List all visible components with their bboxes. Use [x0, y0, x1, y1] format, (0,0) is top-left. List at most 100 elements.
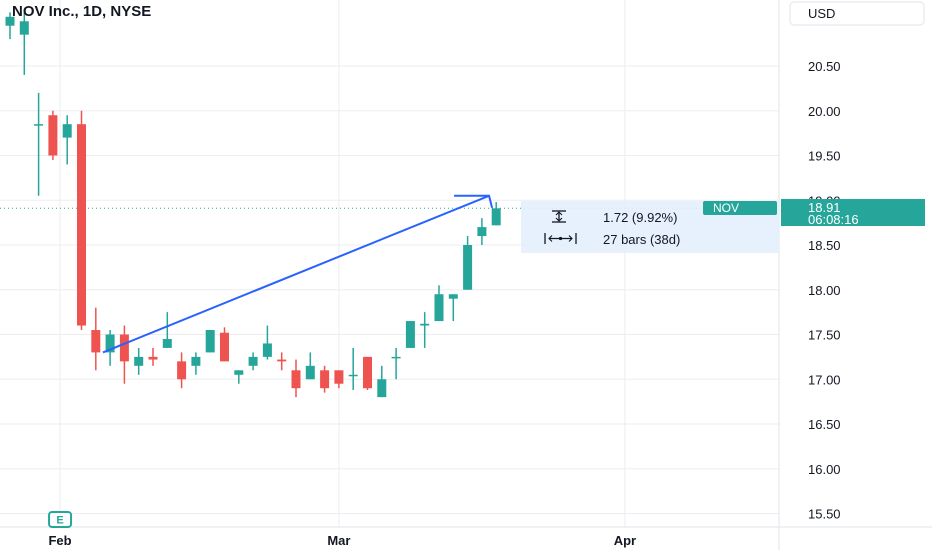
time-tick-label: Feb	[48, 533, 71, 548]
candle	[391, 347, 401, 380]
bar-countdown: 06:08:16	[808, 212, 859, 227]
candle	[119, 325, 129, 384]
candle	[48, 110, 58, 160]
candle-body	[119, 334, 129, 362]
candle	[220, 327, 229, 362]
candle	[205, 330, 215, 353]
candle-body	[477, 227, 487, 237]
candle-body	[334, 370, 344, 384]
price-axis[interactable]: 15.5016.0016.5017.0017.5018.0018.5019.00…	[808, 59, 841, 522]
candle	[277, 352, 287, 371]
candle	[320, 365, 330, 393]
price-tick-label: 18.50	[808, 238, 841, 253]
price-tick-label: 20.00	[808, 104, 841, 119]
candle	[191, 352, 201, 375]
last-price-axis-label: 18.91 06:08:16	[781, 199, 925, 227]
candle	[420, 312, 430, 348]
candle	[405, 321, 415, 348]
measure-range: 27 bars (38d)	[603, 232, 680, 247]
price-tick-label: 19.50	[808, 149, 841, 164]
candle-body	[491, 208, 501, 226]
candle-body	[177, 361, 187, 380]
time-tick-label: Apr	[614, 533, 636, 548]
candle-body	[377, 379, 387, 398]
measure-line[interactable]	[102, 194, 490, 354]
candle-body	[234, 370, 244, 375]
candle-body	[5, 16, 15, 26]
currency-label: USD	[808, 6, 835, 21]
earnings-icon: E	[56, 515, 63, 527]
candle	[148, 347, 158, 366]
candle	[305, 352, 315, 380]
candle-body	[363, 356, 372, 389]
price-tick-label: 20.50	[808, 59, 841, 74]
horizontal-range-icon	[544, 233, 577, 244]
candle	[162, 312, 172, 348]
candle-body	[391, 356, 401, 359]
earnings-marker[interactable]: E	[48, 511, 73, 528]
candle	[177, 352, 187, 389]
candle	[234, 370, 244, 384]
candle	[491, 202, 501, 226]
candle	[248, 352, 258, 371]
currency-button[interactable]: USD	[789, 1, 925, 26]
grid	[0, 0, 779, 527]
candle	[377, 365, 387, 398]
price-tick-label: 17.50	[808, 328, 841, 343]
price-tick-label: 18.00	[808, 283, 841, 298]
candle-body	[305, 365, 315, 380]
candle	[62, 115, 72, 165]
candle-body	[62, 124, 72, 138]
measure-tool[interactable]	[102, 194, 494, 354]
candle-body	[105, 334, 115, 353]
candle-body	[162, 338, 172, 348]
candle	[19, 12, 29, 75]
candle-body	[191, 356, 201, 366]
candle	[463, 236, 473, 290]
candle-body	[262, 343, 272, 357]
candle	[477, 218, 487, 245]
candle	[334, 370, 344, 389]
candle-body	[91, 330, 101, 353]
candle-body	[48, 115, 58, 156]
symbol-title[interactable]: NOV Inc., 1D, NYSE	[12, 3, 151, 20]
candle-body	[434, 294, 444, 322]
candle-body	[34, 124, 44, 126]
candle	[448, 294, 458, 322]
candle	[77, 110, 86, 331]
candle-body	[220, 332, 229, 362]
candle-body	[134, 356, 144, 366]
time-axis[interactable]: Feb Mar Apr	[48, 533, 636, 548]
price-tick-label: 16.00	[808, 462, 841, 477]
candle-body	[448, 294, 458, 299]
candle	[363, 356, 372, 390]
candle-body	[463, 245, 473, 290]
ticker-price-label: NOV	[703, 201, 777, 215]
candle	[5, 12, 15, 40]
price-tick-label: 17.00	[808, 372, 841, 387]
candle-body	[248, 356, 258, 366]
candle	[105, 330, 115, 366]
candle	[434, 285, 444, 322]
candle	[262, 325, 272, 360]
candle-body	[148, 356, 158, 360]
measure-change: 1.72 (9.92%)	[603, 210, 677, 225]
measure-arrowhead	[454, 194, 494, 209]
time-tick-label: Mar	[327, 533, 350, 548]
candle-body	[348, 374, 358, 377]
candle-body	[420, 323, 430, 326]
ticker-label: NOV	[713, 201, 739, 215]
candle	[134, 347, 144, 375]
price-tick-label: 16.50	[808, 417, 841, 432]
candles	[5, 12, 501, 398]
candle	[91, 307, 101, 371]
candle	[34, 92, 44, 196]
price-tick-label: 15.50	[808, 507, 841, 522]
candle-body	[405, 321, 415, 348]
candle-body	[77, 124, 86, 326]
candle-body	[205, 330, 215, 353]
candle-body	[291, 370, 301, 389]
candle-body	[19, 21, 29, 35]
